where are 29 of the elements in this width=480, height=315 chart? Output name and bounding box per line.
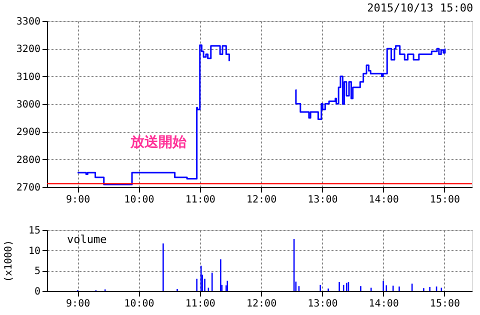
y-tick-label: 3000: [16, 100, 40, 110]
x-tick-label: 15:00: [430, 298, 460, 310]
x-tick-label: 15:00: [430, 194, 460, 206]
y-tick-label: 3100: [16, 72, 40, 83]
y-tick-label: 15: [28, 226, 40, 236]
y-tick-label: 2700: [16, 182, 40, 194]
x-tick-label: 14:00: [368, 194, 399, 206]
x-tick-label: 12:00: [246, 298, 277, 310]
x-tick-label: 11:00: [185, 298, 216, 310]
y-tick-label: 0: [34, 286, 40, 298]
x-tick-label: 14:00: [368, 298, 399, 310]
x-tick-label: 13:00: [308, 298, 338, 310]
y-tick-label: 3200: [16, 44, 40, 56]
x-tick-label: 11:00: [185, 194, 216, 206]
x-tick-label: 10:00: [124, 298, 154, 310]
y-tick-label: 5: [34, 266, 40, 278]
x-tick-label: 10:00: [124, 194, 154, 206]
x-tick-label: 13:00: [308, 194, 338, 206]
x-tick-label: 9:00: [66, 194, 90, 206]
annotation: 放送開始: [130, 134, 188, 150]
y-tick-label: 2800: [16, 154, 40, 166]
text: volume: [67, 233, 107, 246]
y-tick-label: 3300: [16, 16, 40, 28]
text: 2015/10/13 15:00: [367, 2, 474, 14]
x-tick-label: 12:00: [246, 194, 277, 206]
y-tick-label: 2900: [16, 127, 40, 138]
y-axis-title: (x1000): [4, 240, 14, 282]
y-tick-label: 10: [28, 246, 40, 257]
x-tick-label: 9:00: [66, 298, 90, 310]
